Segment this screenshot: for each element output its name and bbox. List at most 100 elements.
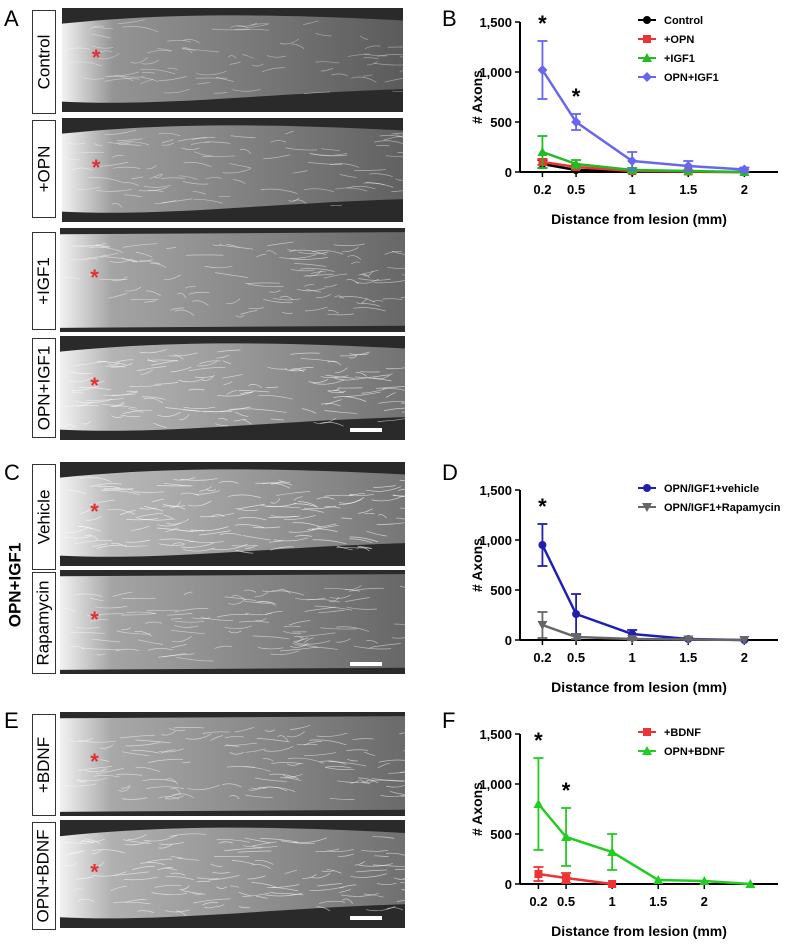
axon-fiber	[388, 771, 405, 774]
axon-fiber	[147, 858, 173, 863]
axon-fiber	[256, 737, 290, 743]
axon-fiber	[325, 765, 352, 769]
axon-fiber	[232, 179, 246, 185]
axon-fiber	[96, 360, 126, 365]
axon-fiber	[93, 143, 103, 147]
axon-fiber	[167, 67, 178, 71]
series-line	[537, 803, 751, 886]
axon-fiber	[179, 175, 198, 180]
axon-fiber	[177, 857, 200, 861]
axon-fiber	[239, 148, 252, 154]
axon-fiber	[122, 751, 149, 757]
axon-fiber	[393, 877, 405, 880]
axon-fiber	[169, 833, 206, 837]
x-tick-label: 1.5	[679, 182, 697, 197]
axon-fiber	[131, 750, 160, 754]
x-tick-label: 1.5	[679, 650, 697, 665]
axon-fiber	[366, 61, 378, 66]
axon-fiber	[244, 600, 270, 605]
axon-fiber	[359, 863, 393, 867]
axon-fiber	[392, 495, 405, 497]
axon-fiber	[165, 527, 179, 533]
axon-fiber	[76, 401, 93, 408]
axon-fiber	[126, 611, 157, 614]
axon-fiber	[283, 514, 316, 521]
axon-fiber	[173, 726, 204, 729]
axon-fiber	[280, 840, 315, 844]
legend-swatch	[642, 72, 652, 82]
axon-fiber	[366, 640, 379, 644]
axon-fiber	[119, 509, 136, 516]
axon-fiber	[126, 390, 138, 394]
axon-fiber	[289, 249, 327, 256]
axon-fiber	[69, 737, 94, 742]
axon-fiber	[163, 483, 191, 487]
axon-fiber	[187, 500, 212, 507]
data-point	[537, 65, 548, 75]
axon-fiber	[230, 135, 256, 139]
axon-fiber	[179, 885, 190, 890]
axon-fiber	[303, 20, 319, 25]
axon-fiber	[135, 251, 153, 258]
axon-fiber	[399, 732, 405, 734]
nerve-tissue	[62, 125, 403, 213]
axon-fiber	[147, 609, 179, 612]
axon-fiber	[282, 774, 296, 778]
axon-fiber	[288, 620, 311, 626]
axon-fiber	[402, 411, 405, 413]
axon-fiber	[312, 379, 345, 385]
axon-fiber	[151, 359, 178, 366]
axon-fiber	[218, 841, 233, 844]
axon-fiber	[327, 390, 346, 394]
axon-fiber	[231, 545, 258, 547]
axon-fiber	[74, 593, 103, 597]
axon-fiber	[88, 273, 98, 276]
axon-fiber	[63, 841, 94, 844]
lesion-marker: *	[90, 265, 99, 290]
axon-fiber	[294, 837, 328, 844]
axon-fiber	[321, 148, 340, 152]
axon-fiber	[285, 369, 307, 372]
axon-fiber	[193, 199, 223, 204]
axon-fiber	[121, 613, 156, 616]
axon-fiber	[335, 187, 368, 192]
axon-fiber	[255, 777, 287, 782]
axon-fiber	[219, 533, 242, 536]
axon-fiber	[279, 254, 317, 259]
axon-fiber	[355, 869, 388, 873]
data-point	[537, 621, 548, 630]
axon-fiber	[75, 626, 100, 629]
data-point	[571, 159, 582, 168]
axon-fiber	[103, 487, 134, 490]
axon-fiber	[217, 349, 241, 353]
axon-fiber	[347, 759, 358, 762]
axon-fiber	[339, 174, 357, 178]
axon-fiber	[103, 490, 140, 496]
axon-fiber	[113, 901, 151, 905]
axon-fiber	[154, 884, 181, 888]
axon-fiber	[310, 271, 326, 274]
axon-fiber	[255, 481, 286, 484]
chart-panel-b: 0 500 1,000 1,500 0.2 0.5 1 1.5 2 # Axons Distance…	[469, 11, 778, 227]
axon-fiber	[204, 141, 231, 144]
axon-fiber	[300, 268, 335, 272]
axon-fiber	[216, 886, 228, 889]
axon-fiber	[267, 241, 294, 246]
axon-fiber	[359, 779, 371, 785]
axon-fiber	[122, 26, 159, 33]
legend-label: OPN+IGF1	[664, 72, 719, 84]
axon-fiber	[397, 900, 405, 902]
axon-fiber	[270, 498, 281, 504]
axon-fiber	[265, 611, 283, 616]
axon-fiber	[169, 501, 181, 508]
axon-fiber	[170, 307, 185, 311]
axon-fiber	[391, 637, 405, 639]
y-tick-label: 1,000	[479, 533, 512, 548]
axon-fiber	[336, 780, 369, 783]
axon-fiber	[162, 652, 187, 658]
chart-panel-d: 0 500 1,000 1,500 0.2 0.5 1 1.5 2 # Axons Distance…	[469, 483, 781, 695]
axon-fiber	[206, 489, 217, 492]
axon-fiber	[226, 243, 240, 248]
axon-fiber	[364, 45, 381, 49]
axon-fiber	[86, 838, 105, 843]
